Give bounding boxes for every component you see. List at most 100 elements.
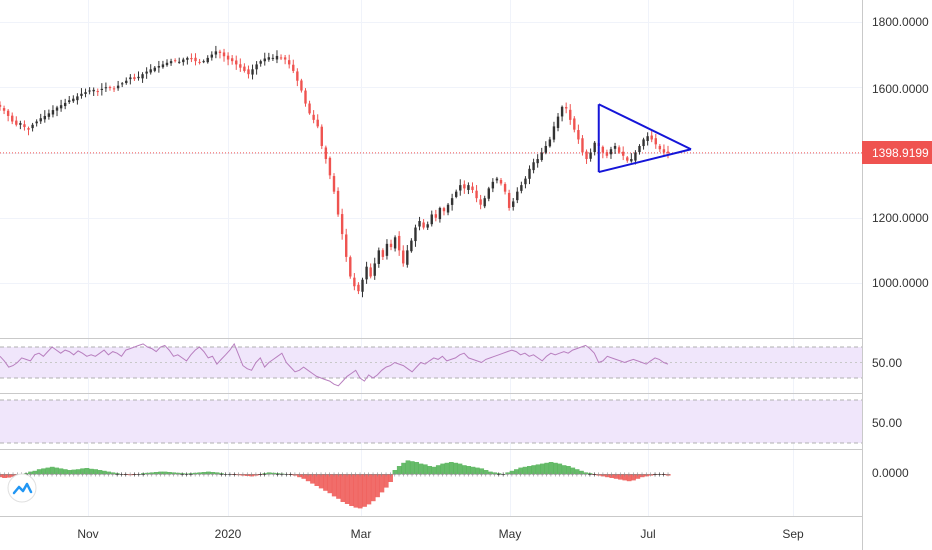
histogram-bar <box>36 469 42 474</box>
zero-marker: + <box>336 471 341 480</box>
candle-body <box>658 145 662 150</box>
candle <box>247 65 250 79</box>
candle-body <box>410 240 413 252</box>
zero-marker: + <box>596 471 601 480</box>
zero-marker: + <box>45 471 50 480</box>
candle <box>198 58 201 65</box>
x-tick-label: Sep <box>782 527 804 541</box>
candle-body <box>540 152 543 160</box>
candle <box>589 148 592 162</box>
zero-marker: + <box>180 471 185 480</box>
oscillator-pane[interactable] <box>0 399 862 444</box>
candle-body <box>536 159 539 164</box>
candle-body <box>601 146 605 153</box>
zero-marker: + <box>340 471 345 480</box>
zero-marker: + <box>427 471 432 480</box>
zero-marker: + <box>397 471 402 480</box>
time-scale[interactable]: Nov 2020 Mar May Jul Sep <box>77 527 804 541</box>
candle-body <box>178 61 181 63</box>
candle-body <box>389 243 393 248</box>
candle-body <box>100 88 104 90</box>
candle <box>450 193 454 211</box>
candle <box>230 55 234 65</box>
zero-marker: + <box>505 471 510 480</box>
histogram-bar <box>453 462 459 474</box>
candle <box>503 182 507 195</box>
candle-body <box>564 107 568 109</box>
candle <box>133 73 136 81</box>
candle <box>540 147 543 162</box>
candle-body <box>308 103 311 114</box>
histogram-y-tick-label: 0.0000 <box>872 466 909 480</box>
histogram-bar <box>605 474 610 478</box>
candle <box>381 248 385 260</box>
candle <box>104 82 108 92</box>
candles <box>0 45 670 298</box>
candle-body <box>76 96 79 101</box>
zero-marker: + <box>267 471 272 480</box>
zero-marker: + <box>548 471 553 480</box>
candle <box>279 54 283 61</box>
candle-body <box>365 266 368 280</box>
candle-body <box>459 185 462 191</box>
candle-body <box>120 83 124 85</box>
histogram-bar <box>240 474 246 476</box>
histogram-bar <box>613 474 619 479</box>
zero-marker: + <box>280 471 285 480</box>
histogram-bar <box>635 474 641 479</box>
zero-marker: + <box>527 471 532 480</box>
triangle-pattern[interactable] <box>597 103 692 174</box>
candle <box>2 105 6 115</box>
zero-marker: + <box>167 471 172 480</box>
histogram-bar <box>474 467 480 474</box>
zero-marker: + <box>206 471 211 480</box>
rsi-pane[interactable] <box>0 342 862 387</box>
histogram-bar <box>201 472 207 474</box>
zero-marker: + <box>193 471 198 480</box>
price-pane[interactable] <box>0 22 862 298</box>
histogram-bar <box>639 474 645 478</box>
candle <box>471 182 474 194</box>
zero-marker: + <box>119 471 124 480</box>
candle <box>414 224 417 247</box>
histogram-bar <box>149 472 155 474</box>
candle <box>6 109 10 122</box>
candle <box>593 140 596 156</box>
zero-marker: + <box>136 471 141 480</box>
candle-body <box>283 57 287 60</box>
candle-body <box>194 57 197 62</box>
candle <box>483 195 486 209</box>
candle-body <box>198 61 201 63</box>
candle-body <box>247 69 250 75</box>
zero-marker: + <box>544 471 549 480</box>
zero-marker: + <box>635 471 640 480</box>
price-scale[interactable]: 1800.0000 1600.0000 1200.0000 1000.0000 … <box>862 15 932 480</box>
candle-body <box>149 69 152 73</box>
candle-body <box>263 58 266 62</box>
zero-marker: + <box>262 471 267 480</box>
candle-body <box>621 151 625 156</box>
candle <box>137 71 140 81</box>
zero-marker: + <box>345 471 350 480</box>
zero-marker: + <box>418 471 423 480</box>
histogram-bar <box>340 474 346 502</box>
candle-body <box>528 168 531 179</box>
y-tick-label: 1800.0000 <box>872 15 929 29</box>
candle-body <box>332 176 336 192</box>
candle-body <box>577 130 580 140</box>
candle-body <box>442 208 446 212</box>
histogram-bar <box>362 474 367 507</box>
x-tick-label: Nov <box>77 527 98 541</box>
histogram-bar <box>505 472 511 474</box>
histogram-bar <box>561 465 567 474</box>
candle-body <box>39 118 42 122</box>
histogram-bar <box>297 474 302 478</box>
candle <box>173 58 177 63</box>
zero-marker: + <box>2 471 7 480</box>
candle <box>300 78 303 93</box>
candle <box>161 60 165 69</box>
tradingview-logo-icon[interactable] <box>7 473 37 503</box>
candle-body <box>186 57 189 60</box>
histogram-bar <box>279 473 285 475</box>
histogram-pane[interactable]: + + + + + + + + + + + + + + + + + + + + + + + + + + + + + + + + + + + + + + + +… <box>0 460 671 509</box>
